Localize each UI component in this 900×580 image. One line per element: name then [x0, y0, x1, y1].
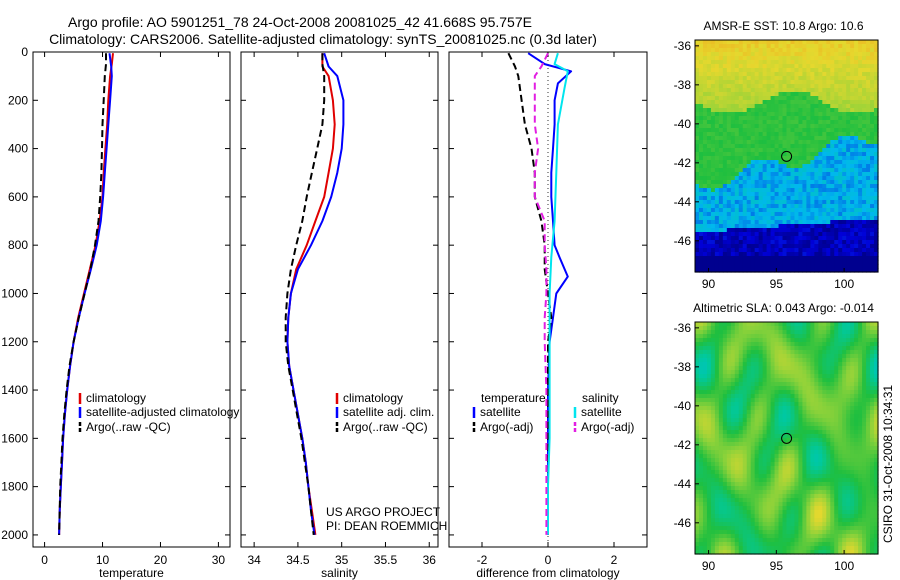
- x-tick-label: 90: [702, 277, 716, 291]
- legend-label: satellite: [581, 405, 622, 419]
- x-axis-label: difference from climatology: [476, 566, 619, 580]
- x-tick-label: 30: [212, 553, 226, 567]
- legend-label: climatology: [86, 391, 146, 405]
- series-line-black: [58, 53, 107, 535]
- x-tick-label: 34.5: [286, 553, 310, 567]
- sst-map: AMSR-E SST: 10.8 Argo: 10.6 90 95 100 -36 -38…: [674, 19, 879, 291]
- y-tick-label: -46: [674, 234, 692, 248]
- y-tick-label: -44: [674, 195, 692, 209]
- sla-map: Altimetric SLA: 0.043 Argo: -0.014 90 95 10…: [674, 301, 879, 573]
- map-frame: [694, 321, 879, 555]
- map-title: AMSR-E SST: 10.8 Argo: 10.6: [703, 19, 863, 33]
- x-tick-label: 0: [545, 553, 552, 567]
- plot-frame: [32, 51, 231, 548]
- y-tick-label: 800: [8, 238, 28, 252]
- x-tick-label: 90: [702, 559, 716, 573]
- x-tick-label: 2: [611, 553, 618, 567]
- y-tick-label: -44: [674, 477, 692, 491]
- y-tick-label: -36: [674, 321, 692, 335]
- x-tick-label: 35.5: [374, 553, 398, 567]
- y-tick-label: 1800: [1, 480, 28, 494]
- y-tick-label: 600: [8, 190, 28, 204]
- x-tick-label: 100: [834, 277, 854, 291]
- timestamp-label: CSIRO 31-Oct-2008 10:34:31: [881, 385, 895, 543]
- x-tick-label: 100: [834, 559, 854, 573]
- legend-label: Argo(-adj): [581, 420, 634, 434]
- series-line-cyan: [547, 52, 569, 535]
- legend-label: climatology: [343, 391, 403, 405]
- x-tick-label: 35: [335, 553, 349, 567]
- profile-location-marker: [781, 432, 793, 444]
- y-tick-label: 400: [8, 142, 28, 156]
- y-tick-label: 0: [21, 45, 28, 59]
- y-tick-label: 1600: [1, 431, 28, 445]
- temperature-panel: 0 10 20 30 0 200 400 600 800 1000 1200 1400 1600 1800…: [1, 45, 239, 580]
- legend-header-temperature: temperature: [481, 391, 546, 405]
- map-pixels: [695, 322, 879, 555]
- salinity-panel: 34 34.5 35 35.5 36 salinity climatologysatelli…: [240, 51, 447, 580]
- series-line-black: [507, 52, 553, 535]
- y-tick-label: -40: [674, 399, 692, 413]
- x-axis-label: temperature: [99, 566, 164, 580]
- y-tick-label: 1000: [1, 286, 28, 300]
- legend-label: Argo(..raw -QC): [343, 420, 428, 434]
- series-line-magenta: [533, 52, 549, 535]
- profile-location-marker: [781, 150, 793, 162]
- y-tick-label: 1400: [1, 383, 28, 397]
- x-tick-label: 0: [41, 553, 48, 567]
- y-tick-label: -46: [674, 516, 692, 530]
- y-tick-label: -40: [674, 117, 692, 131]
- x-tick-label: -2: [477, 553, 488, 567]
- series-line-black: [284, 53, 326, 536]
- y-tick-label: 2000: [1, 528, 28, 542]
- x-tick-label: 36: [423, 553, 437, 567]
- y-tick-label: -42: [674, 156, 692, 170]
- y-tick-label: 1200: [1, 335, 28, 349]
- x-tick-label: 95: [770, 277, 784, 291]
- x-tick-label: 20: [154, 553, 168, 567]
- plot-frame: [240, 51, 439, 548]
- y-tick-label: -38: [674, 360, 692, 374]
- legend-label: Argo(-adj): [480, 420, 533, 434]
- map-title: Altimetric SLA: 0.043 Argo: -0.014: [693, 301, 874, 315]
- x-tick-label: 10: [96, 553, 110, 567]
- x-axis-label: salinity: [321, 566, 358, 580]
- project-label: US ARGO PROJECT: [326, 505, 441, 519]
- y-tick-label: 200: [8, 93, 28, 107]
- y-tick-label: -38: [674, 78, 692, 92]
- map-frame: [694, 39, 879, 273]
- map-pixels: [695, 40, 879, 273]
- pi-label: PI: DEAN ROEMMICH: [326, 519, 447, 533]
- legend-label: satellite-adjusted climatology: [86, 405, 239, 419]
- legend-label: satellite: [480, 405, 521, 419]
- y-tick-label: -42: [674, 438, 692, 452]
- y-tick-label: -36: [674, 39, 692, 53]
- title-line-2: Climatology: CARS2006. Satellite-adjuste…: [49, 31, 597, 47]
- legend-header-salinity: salinity: [582, 391, 619, 405]
- legend-label: Argo(..raw -QC): [86, 420, 171, 434]
- legend-label: satellite adj. clim.: [343, 405, 434, 419]
- title-line-1: Argo profile: AO 5901251_78 24-Oct-2008 …: [68, 14, 532, 30]
- x-tick-label: 34: [247, 553, 261, 567]
- x-tick-label: 95: [770, 559, 784, 573]
